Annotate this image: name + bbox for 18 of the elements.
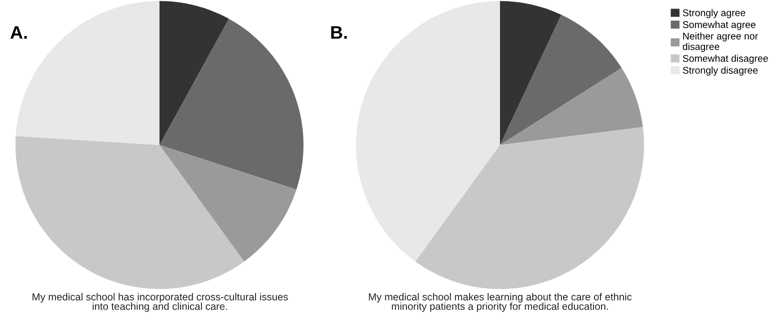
legend-label: Strongly agree (682, 9, 746, 18)
pie-slice (500, 14, 622, 145)
text: My medical school makes learning about the care of ethnic minority patients a priority for medical education. (368, 293, 632, 312)
text: A. (10, 26, 27, 39)
pie-slice (160, 145, 296, 262)
pie-slice (16, 136, 244, 289)
legend-label: Neither agree nor disagree (682, 32, 758, 52)
pie-slice (160, 1, 229, 145)
pie-slice (356, 1, 500, 262)
pie-slice (500, 1, 562, 145)
pie-slice (500, 68, 643, 145)
legend-label: Somewhat disagree (682, 54, 768, 64)
text: B. (331, 26, 347, 39)
legend-label: Somewhat agree (682, 20, 756, 30)
text: My medical school has incorporated cross-cultural issues into teaching and clinical care. (32, 293, 288, 312)
legend-label: Strongly disagree (682, 66, 758, 76)
pie-slice (415, 126, 644, 289)
pie-slice (160, 18, 304, 190)
